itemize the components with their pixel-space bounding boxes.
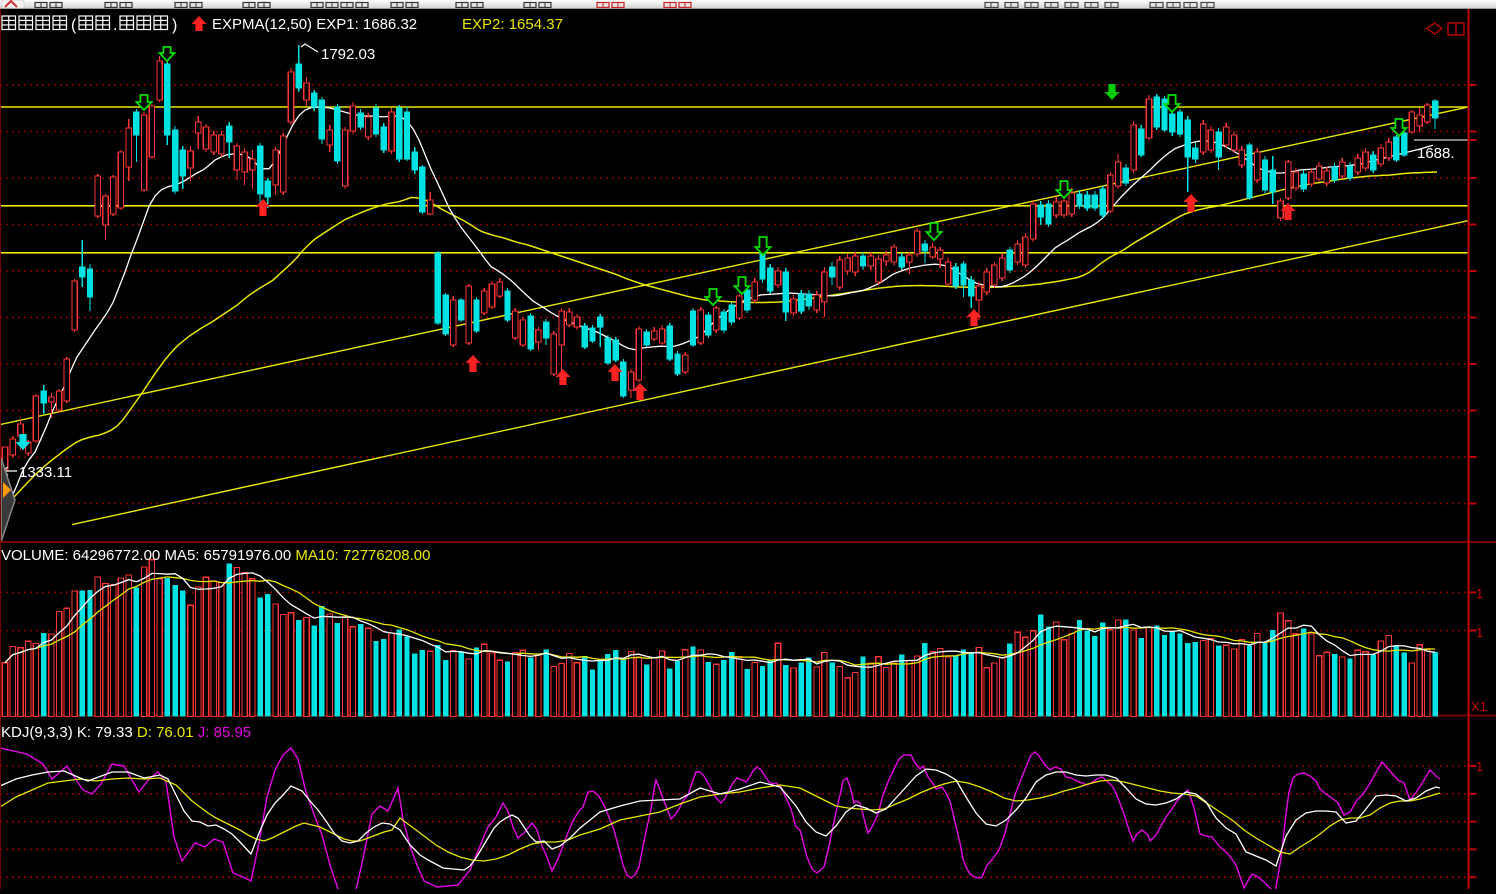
svg-text:X1: X1 (1471, 699, 1487, 714)
svg-text:1: 1 (1476, 759, 1483, 774)
svg-text:KDJ(9,3,3) K: 79.33 D: 76.01: KDJ(9,3,3) K: 79.33 D: 76.01 J: 85.95 (1, 724, 251, 741)
svg-text:1688.: 1688. (1417, 145, 1455, 162)
svg-text:1: 1 (1476, 586, 1483, 601)
svg-text:VOLUME: 64296772.00 MA5: 6579: VOLUME: 64296772.00 MA5: 65791976.00 MA1… (1, 547, 431, 564)
svg-text:EXPMA(12,50) EXP1: 1686.32: EXPMA(12,50) EXP1: 1686.32 (212, 16, 417, 33)
svg-text:1792.03: 1792.03 (321, 46, 375, 63)
svg-text:): ) (172, 17, 177, 34)
svg-text:1: 1 (1476, 625, 1483, 640)
svg-text:1333.11: 1333.11 (19, 464, 72, 481)
svg-text:(: ( (71, 17, 77, 34)
svg-text:.: . (113, 17, 117, 34)
svg-text:EXP2: 1654.37: EXP2: 1654.37 (462, 16, 563, 33)
